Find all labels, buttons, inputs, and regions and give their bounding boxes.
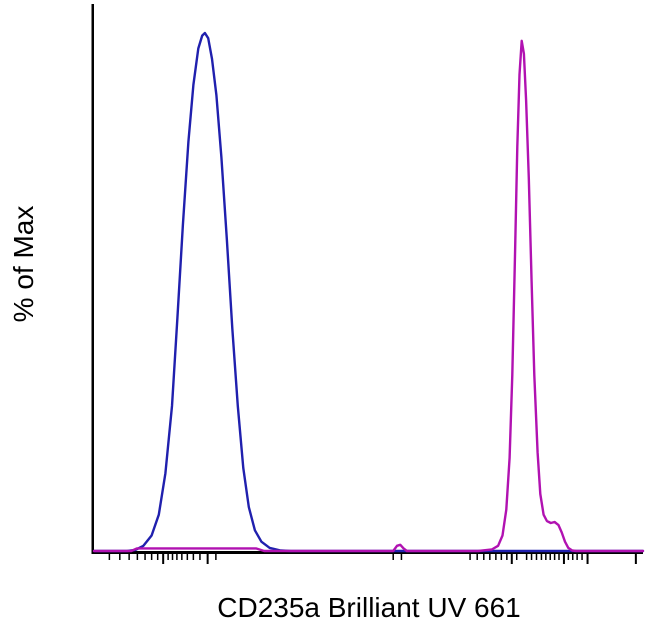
y-axis-label: % of Max (8, 205, 39, 323)
x-axis-label: CD235a Brilliant UV 661 (217, 592, 521, 623)
